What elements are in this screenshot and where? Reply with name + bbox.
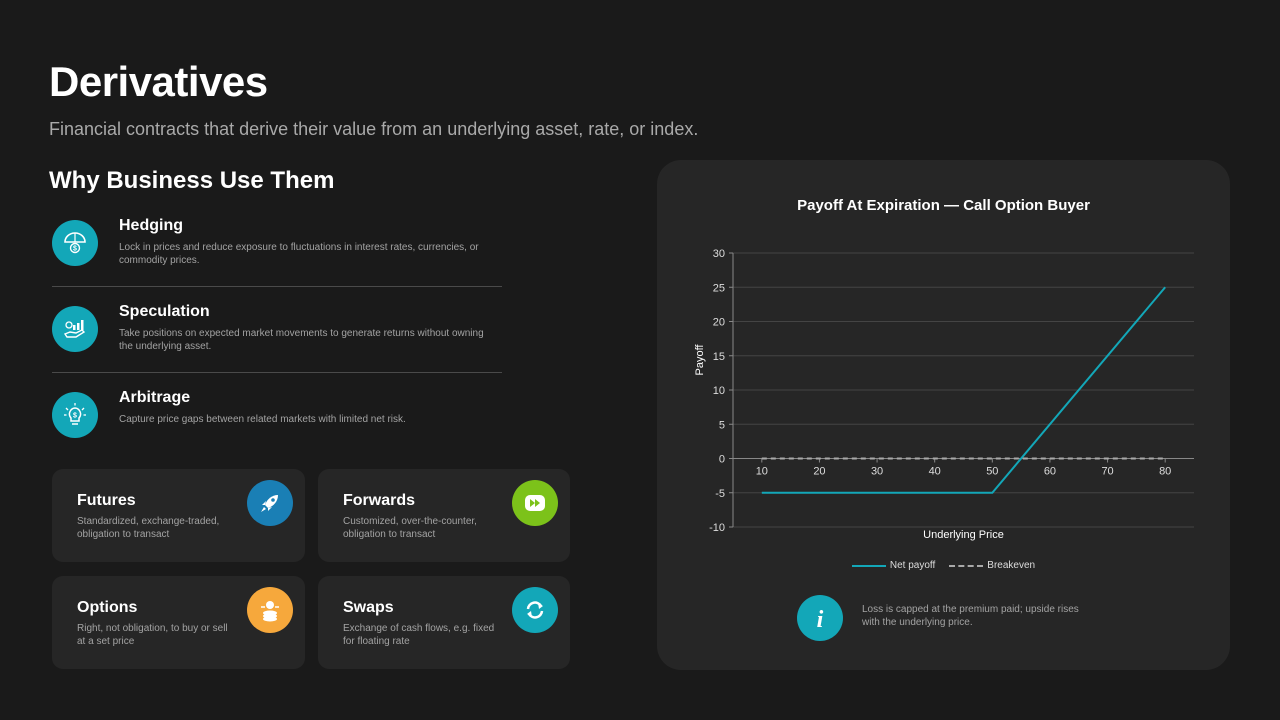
info-icon: i (797, 595, 843, 641)
umbrella-dollar-icon: $ (52, 220, 98, 266)
y-tick-label: 30 (713, 248, 725, 260)
x-axis-label: Underlying Price (923, 529, 1004, 541)
y-tick-label: 10 (713, 385, 725, 397)
hand-chart-icon (52, 306, 98, 352)
y-tick-label: -10 (709, 522, 725, 534)
x-tick-label: 70 (1101, 466, 1113, 478)
card-description: Standardized, exchange-traded, obligatio… (77, 516, 220, 540)
series-line-net-payoff (761, 286, 1166, 494)
coins-icon (247, 587, 293, 633)
svg-text:$: $ (73, 413, 77, 420)
card-options: Options Right, not obligation, to buy or… (52, 576, 305, 669)
card-title: Forwards (343, 492, 416, 509)
legend-swatch (949, 564, 984, 567)
card-title: Swaps (343, 599, 394, 616)
reason-title: Speculation (119, 303, 210, 320)
x-tick-label: 80 (1159, 466, 1171, 478)
legend-label: Breakeven (987, 560, 1036, 571)
page-subtitle: Financial contracts that derive their va… (49, 119, 699, 139)
legend-swatch (851, 564, 886, 567)
x-tick-label: 30 (871, 466, 883, 478)
section-title: Why Business Use Them (49, 167, 335, 194)
x-tick-label: 40 (929, 466, 941, 478)
chart-panel: Payoff At Expiration — Call Option Buyer… (657, 160, 1230, 670)
y-axis-label: Payoff (694, 344, 706, 376)
reason-title: Arbitrage (119, 389, 191, 406)
x-tick-label: 10 (756, 466, 768, 478)
y-tick-label: 0 (719, 454, 725, 466)
legend-label: Net payoff (889, 560, 936, 571)
y-tick-label: 15 (713, 351, 725, 363)
y-tick-label: 25 (713, 282, 725, 294)
y-tick-label: 20 (713, 317, 725, 329)
divider (52, 372, 502, 373)
y-tick-label: -5 (715, 488, 725, 500)
legend-item-net-payoff: Net payoff (851, 560, 936, 571)
fast-forward-icon (512, 480, 558, 526)
reason-description: Lock in prices and reduce exposure to fl… (119, 242, 479, 266)
reason-description: Capture price gaps between related marke… (119, 414, 406, 425)
x-tick-label: 50 (986, 466, 998, 478)
divider (52, 286, 502, 287)
card-swaps: Swaps Exchange of cash flows, e.g. fixed… (318, 576, 570, 669)
svg-text:i: i (817, 607, 824, 632)
card-title: Futures (77, 492, 136, 509)
card-title: Options (77, 599, 138, 616)
card-description: Right, not obligation, to buy or sell at… (77, 623, 228, 647)
chart-title: Payoff At Expiration — Call Option Buyer (797, 197, 1090, 214)
info-note: Loss is capped at the premium paid; upsi… (862, 604, 1079, 628)
x-tick-label: 20 (813, 466, 825, 478)
rocket-icon (247, 480, 293, 526)
chart-legend: Net payoff Breakeven (657, 560, 1230, 571)
y-tick-label: 5 (719, 419, 725, 431)
card-description: Exchange of cash flows, e.g. fixed for f… (343, 623, 495, 647)
card-futures: Futures Standardized, exchange-traded, o… (52, 469, 305, 562)
page-title: Derivatives (49, 58, 268, 105)
svg-text:$: $ (73, 246, 77, 253)
refresh-icon (512, 587, 558, 633)
payoff-chart: -10 -5 0 5 10 15 20 25 30 10 20 30 40 50 60 70 80 Underly… (694, 248, 1194, 541)
x-tick-label: 60 (1044, 466, 1056, 478)
reason-title: Hedging (119, 217, 183, 234)
card-forwards: Forwards Customized, over-the-counter, o… (318, 469, 570, 562)
legend-item-breakeven: Breakeven (949, 560, 1035, 571)
card-description: Customized, over-the-counter, obligation… (343, 516, 477, 540)
reason-description: Take positions on expected market moveme… (119, 328, 484, 352)
lightbulb-dollar-icon: $ (52, 392, 98, 438)
